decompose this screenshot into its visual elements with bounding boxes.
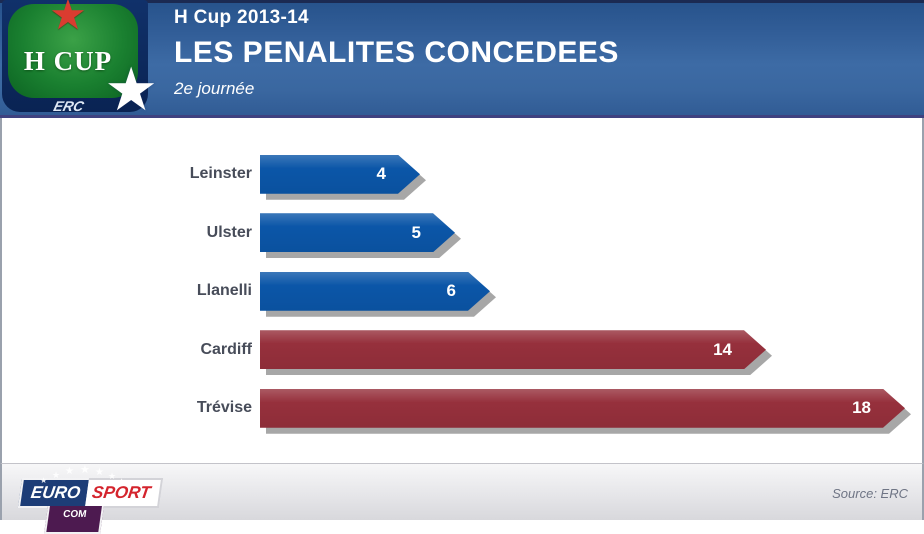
competition-title: H Cup 2013-14 [174, 7, 309, 28]
bar-fill: 5 [260, 213, 455, 252]
page-title: LES PENALITES CONCEDEES [174, 36, 619, 69]
chart-row: Cardiff 14 [2, 321, 922, 380]
bar-fill: 18 [260, 389, 905, 428]
chart-row: Leinster 4 [2, 145, 922, 204]
erc-logo-text: ERC [52, 98, 86, 114]
source-text: Source: ERC [832, 486, 908, 501]
chart-row: Llanelli 6 [2, 262, 922, 321]
footer-star-icon: ★ [108, 471, 117, 481]
footer-star-icon: ★ [95, 467, 104, 478]
footer-band: EURO SPORT COM Source: ERC ★ ★ ★ ★ ★ ★ ★ [0, 463, 924, 534]
eurosport-logo: EURO SPORT COM [17, 478, 164, 534]
bar: 18 [260, 389, 905, 428]
bar-label: Ulster [206, 223, 252, 241]
hcup-star-icon: ★ [49, 0, 87, 38]
footer-star-icon: ★ [40, 476, 48, 485]
footer-star-icon: ★ [118, 477, 126, 486]
bar-label: Llanelli [196, 282, 252, 300]
footer-star-icon: ★ [52, 470, 61, 480]
bar-chart: Leinster 4 Ulster 5 Llanelli 6 Cardiff 14 Trévis… [0, 118, 924, 463]
hcup-logo-text: H CUP [23, 46, 113, 76]
bar: 6 [260, 272, 490, 311]
bar-label: Leinster [189, 165, 252, 183]
bar: 4 [260, 155, 420, 194]
bar-value: 5 [411, 222, 421, 242]
bar: 5 [260, 213, 455, 252]
bar-value: 6 [446, 281, 456, 301]
hcup-logo-background [8, 4, 138, 98]
header-band: H Cup 2013-14 LES PENALITES CONCEDEES 2e… [0, 0, 924, 118]
bar-fill: 6 [260, 272, 490, 311]
hcup-logo: ★ H CUP ERC ★ [2, 0, 158, 120]
eurosport-euro-text: EURO [17, 478, 90, 508]
bar-value: 4 [376, 164, 386, 184]
bar-fill: 14 [260, 330, 766, 369]
bar: 14 [260, 330, 766, 369]
chart-row: Trévise 18 [2, 379, 922, 438]
footer-star-icon: ★ [65, 466, 74, 477]
bar-fill: 4 [260, 155, 420, 194]
bar-value: 18 [852, 398, 871, 418]
footer-star-icon: ★ [80, 464, 90, 476]
bar-label: Trévise [196, 399, 252, 417]
matchday-subtitle: 2e journée [174, 79, 255, 98]
bar-value: 14 [713, 339, 732, 359]
bar-label: Cardiff [200, 340, 252, 358]
erc-star-icon: ★ [104, 56, 158, 123]
chart-row: Ulster 5 [2, 204, 922, 263]
eurosport-com-text: COM [44, 506, 104, 534]
